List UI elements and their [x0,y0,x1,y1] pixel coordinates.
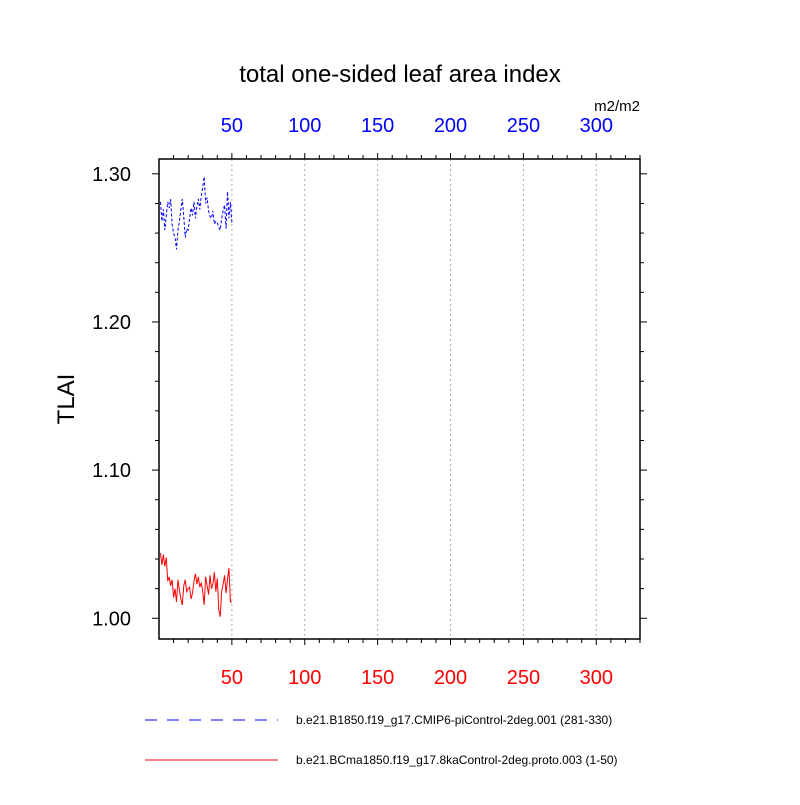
x-tick-label-bottom: 200 [434,667,467,689]
label-layer: 50 50 100 100 150 150 200 200 250 250 300 300 1.00 1.… [92,115,613,689]
x-tick-label-top: 100 [288,115,321,137]
y-tick-label: 1.20 [92,312,131,334]
x-tick-label-bottom: 100 [288,667,321,689]
x-tick-label-top: 50 [221,115,243,137]
y-axis-label: TLAI [53,374,80,425]
x-tick-label-top: 250 [507,115,540,137]
series-line-1 [159,176,233,250]
x-tick-label-bottom: 300 [580,667,613,689]
units-label: m2/m2 [594,98,640,115]
legend: b.e21.B1850.f19_g17.CMIP6-piControl-2deg… [145,713,618,767]
x-tick-label-bottom: 250 [507,667,540,689]
legend-label-2: b.e21.BCma1850.f19_g17.8kaControl-2deg.p… [296,753,618,767]
y-tick-label: 1.30 [92,164,131,186]
x-tick-label-top: 300 [580,115,613,137]
y-tick-label: 1.00 [92,608,131,630]
tick-layer [152,153,647,645]
y-tick-label: 1.10 [92,460,131,482]
x-tick-label-bottom: 150 [361,667,394,689]
x-tick-label-bottom: 50 [221,667,243,689]
x-tick-label-top: 150 [361,115,394,137]
chart-title: total one-sided leaf area index [239,61,561,88]
series-line-2 [159,553,232,617]
plot-frame [158,158,641,640]
grid-layer [231,159,597,639]
x-tick-label-top: 200 [434,115,467,137]
legend-label-1: b.e21.B1850.f19_g17.CMIP6-piControl-2deg… [296,713,612,727]
series-layer [159,176,233,617]
